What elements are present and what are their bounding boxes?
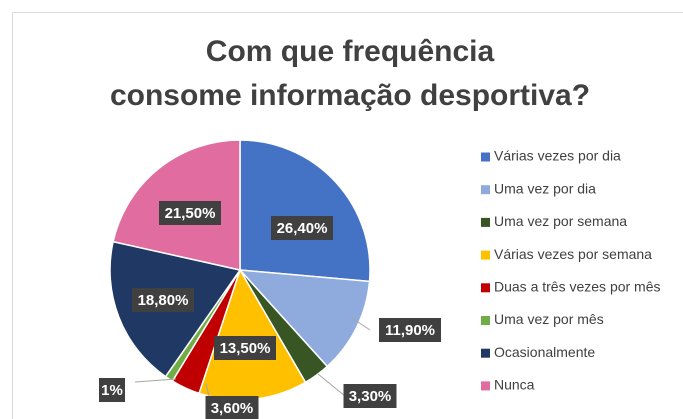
legend-label: Nunca <box>494 377 535 393</box>
data-label: 13,50% <box>220 340 271 357</box>
data-label-box <box>343 384 397 408</box>
legend-label: Uma vez por dia <box>494 180 596 196</box>
legend-swatch <box>481 283 490 293</box>
leader-line <box>351 317 371 331</box>
legend-label: Uma vez por semana <box>494 213 627 229</box>
legend-label: Várias vezes por semana <box>494 246 652 262</box>
data-label: 26,40% <box>277 220 328 237</box>
data-label-box <box>132 288 194 312</box>
legend-label: Várias vezes por dia <box>494 148 621 164</box>
leader-line <box>317 373 346 397</box>
data-label: 11,90% <box>385 322 435 339</box>
leader-line <box>134 378 177 383</box>
legend-swatch <box>481 250 490 260</box>
legend-label: Duas a três vezes por mês <box>494 279 661 295</box>
chart-title: Com que frequência <box>206 35 495 68</box>
chart-title-line: consome informação desportiva? <box>110 79 590 112</box>
data-label: 3,60% <box>211 400 254 417</box>
legend-swatch <box>481 316 490 325</box>
legend-swatch <box>481 217 490 227</box>
legend-swatch <box>481 185 490 195</box>
data-label: 18,80% <box>138 292 189 309</box>
data-label-box <box>214 336 276 360</box>
pie-slice <box>239 139 371 283</box>
data-label: 3,30% <box>349 388 392 405</box>
legend-swatch <box>481 348 490 358</box>
legend-label: Ocasionalmente <box>494 344 595 360</box>
data-label-box <box>271 216 333 240</box>
data-label-box <box>379 318 441 342</box>
data-label: 21,50% <box>165 205 216 222</box>
data-label-box <box>99 378 125 402</box>
legend-label: Uma vez por mês <box>494 311 604 327</box>
pie-slice <box>238 269 371 368</box>
legend-swatch <box>481 152 490 162</box>
data-label-box <box>159 201 221 225</box>
data-label: 1% <box>101 382 123 399</box>
legend-swatch <box>481 381 490 391</box>
data-label-box <box>205 396 259 419</box>
